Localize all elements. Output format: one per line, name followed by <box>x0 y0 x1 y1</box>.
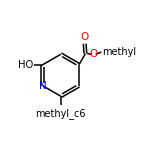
Text: methyl_c6: methyl_c6 <box>36 108 86 119</box>
Text: HO: HO <box>18 60 33 70</box>
Text: methyl: methyl <box>103 47 137 57</box>
Text: O: O <box>90 49 98 59</box>
Text: N: N <box>39 81 47 91</box>
Text: O: O <box>81 33 89 42</box>
